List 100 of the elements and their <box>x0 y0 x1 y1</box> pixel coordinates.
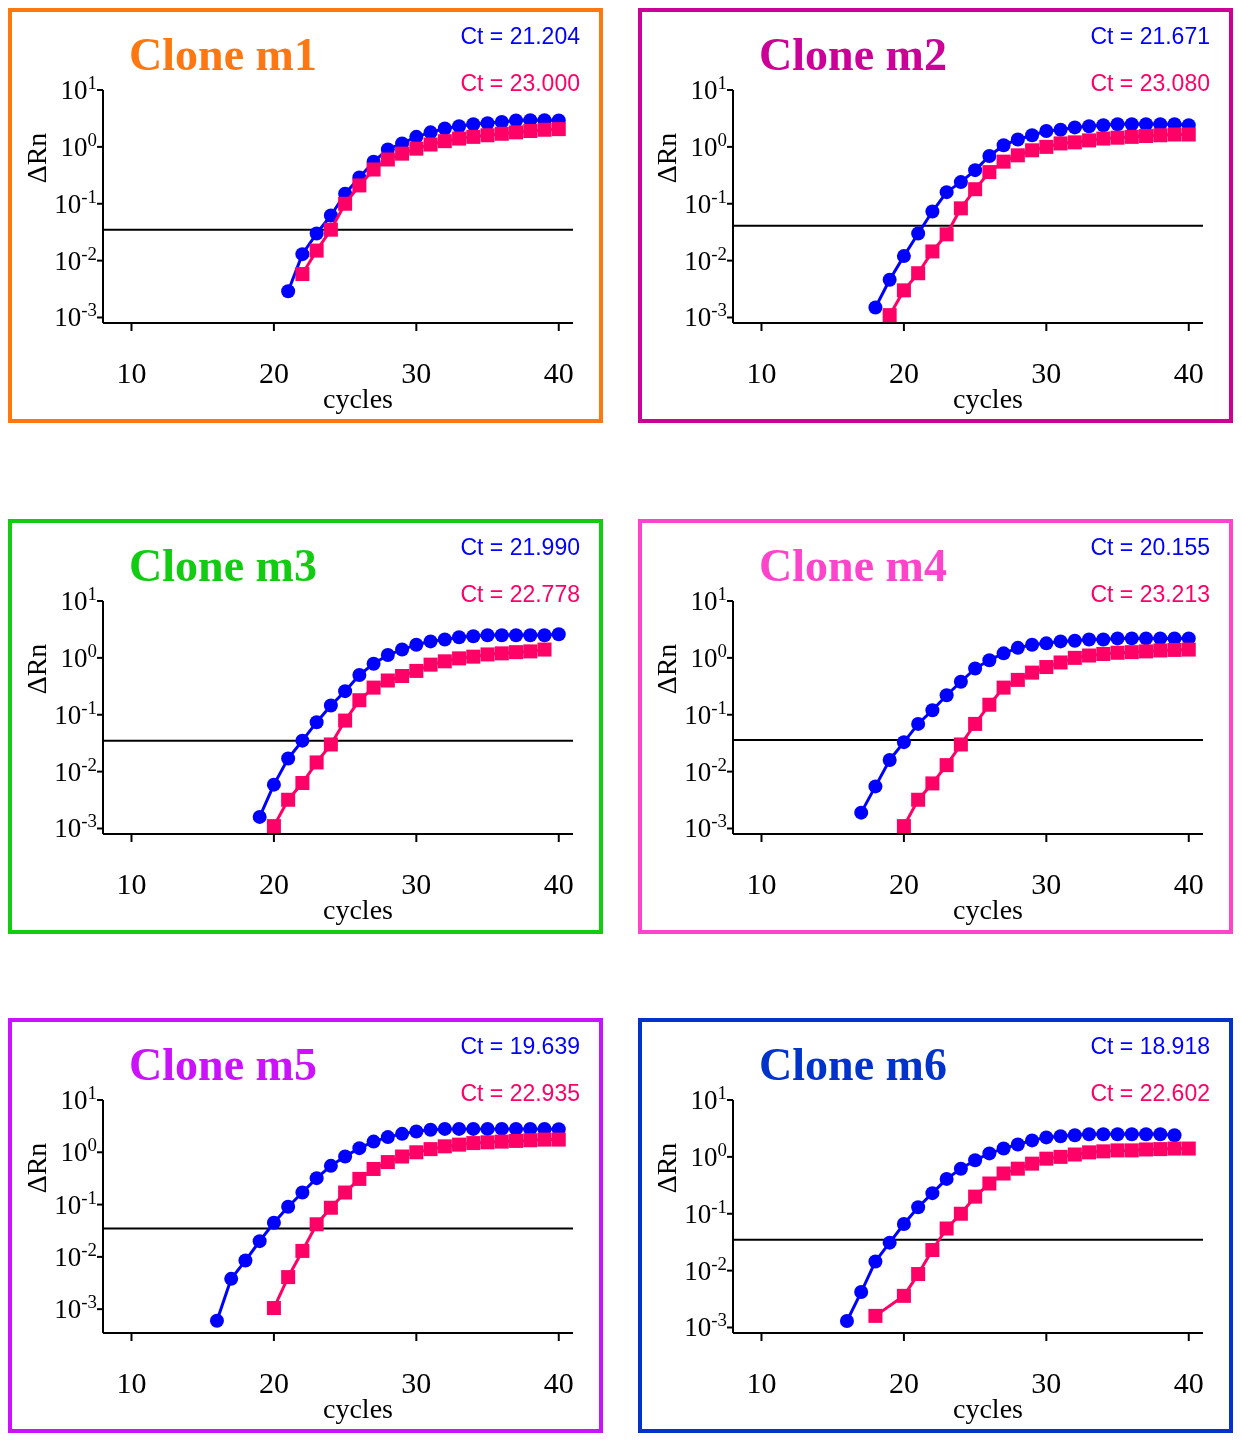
point <box>896 735 911 750</box>
point <box>911 716 926 731</box>
point <box>480 628 495 643</box>
point <box>380 1130 395 1145</box>
y-tick-label: 10$^{0}$ <box>60 639 97 673</box>
y-tick-label: 10$^{0}$ <box>690 128 727 162</box>
x-tick-label: 40 <box>1173 356 1204 389</box>
point <box>409 637 424 652</box>
annotation: Ct = 23.080 <box>1090 70 1210 96</box>
x-axis-title: cycles <box>323 894 393 925</box>
point <box>509 1121 524 1136</box>
point <box>366 680 381 695</box>
point <box>480 1135 495 1150</box>
point <box>309 1171 324 1186</box>
point <box>1053 136 1068 151</box>
point <box>868 1254 883 1269</box>
point <box>1067 1128 1082 1143</box>
point <box>209 1313 224 1328</box>
x-tick-label: 40 <box>1173 1366 1204 1399</box>
point <box>882 272 897 287</box>
y-tick-label: 10$^{1}$ <box>690 1081 727 1115</box>
chart-title: Clone m2 <box>759 29 947 80</box>
point <box>352 667 367 682</box>
point <box>1010 1161 1025 1176</box>
x-tick-label: 40 <box>543 867 574 900</box>
point <box>968 716 983 731</box>
chart-title: Clone m3 <box>129 540 317 591</box>
point <box>352 1171 367 1186</box>
point <box>309 226 324 241</box>
point <box>409 1145 424 1160</box>
y-tick-label: 10$^{-2}$ <box>54 1238 97 1272</box>
point <box>338 196 353 211</box>
x-tick-label: 30 <box>1031 1366 1062 1399</box>
point <box>1110 1143 1125 1158</box>
point <box>423 657 438 672</box>
x-axis-title: cycles <box>953 383 1023 414</box>
y-tick-label: 10$^{-3}$ <box>684 809 727 844</box>
point <box>1124 1127 1139 1142</box>
point <box>281 1270 296 1285</box>
point <box>982 1176 997 1191</box>
y-tick-label: 10$^{1}$ <box>60 71 97 105</box>
point <box>982 149 997 164</box>
point <box>437 632 452 647</box>
x-tick-label: 10 <box>116 867 147 900</box>
point <box>939 185 954 200</box>
y-axis-title: ΔRn <box>21 132 52 184</box>
y-tick-label: 10$^{-3}$ <box>684 298 727 333</box>
y-axis-title: ΔRn <box>651 132 682 184</box>
point <box>1082 632 1097 647</box>
y-tick-label: 10$^{-3}$ <box>54 298 97 333</box>
point <box>480 128 495 143</box>
point <box>523 1133 538 1148</box>
point <box>1153 1142 1168 1157</box>
point <box>423 1122 438 1137</box>
y-tick-label: 10$^{0}$ <box>60 1133 97 1168</box>
point <box>380 648 395 663</box>
point <box>882 1235 897 1250</box>
y-tick-label: 10$^{-2}$ <box>54 242 97 276</box>
point <box>1124 1143 1139 1158</box>
y-tick-label: 10$^{-1}$ <box>684 1195 727 1229</box>
point <box>1082 1127 1097 1142</box>
point <box>1025 637 1040 652</box>
point <box>1096 1127 1111 1142</box>
point <box>896 283 911 298</box>
point <box>509 1133 524 1148</box>
y-tick-label: 10$^{-2}$ <box>54 753 97 787</box>
point <box>982 165 997 180</box>
chart-title: Clone m5 <box>129 1039 317 1090</box>
point <box>953 674 968 689</box>
point <box>1025 665 1040 680</box>
point <box>494 126 509 141</box>
point <box>1025 1133 1040 1148</box>
point <box>323 208 338 223</box>
point <box>1139 129 1154 144</box>
x-tick-label: 30 <box>401 867 432 900</box>
point <box>452 1137 467 1152</box>
y-tick-label: 10$^{-3}$ <box>54 809 97 844</box>
point <box>252 1234 267 1249</box>
point <box>1053 122 1068 137</box>
point <box>939 1171 954 1186</box>
point <box>309 755 324 770</box>
point <box>266 777 281 792</box>
point <box>551 627 566 642</box>
point <box>1110 1127 1125 1142</box>
x-tick-label: 20 <box>888 356 919 389</box>
point <box>452 131 467 146</box>
x-tick-label: 30 <box>1031 867 1062 900</box>
point <box>939 688 954 703</box>
point <box>409 1124 424 1139</box>
point <box>1082 133 1097 148</box>
point <box>494 646 509 661</box>
y-tick-label: 10$^{-1}$ <box>54 1186 97 1220</box>
point <box>423 1142 438 1157</box>
point <box>896 1217 911 1232</box>
point <box>509 628 524 643</box>
point <box>982 653 997 668</box>
point <box>996 138 1011 153</box>
point <box>1067 1147 1082 1162</box>
point <box>352 1141 367 1156</box>
annotation: Ct = 22.602 <box>1090 1080 1210 1106</box>
